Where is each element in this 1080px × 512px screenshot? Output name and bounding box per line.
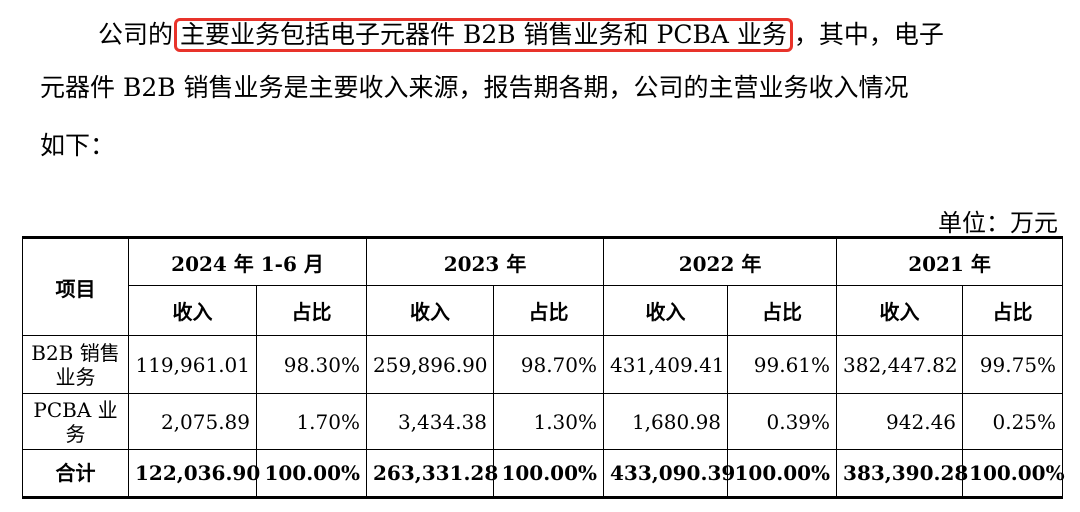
unit-label: 单位：万元 bbox=[938, 209, 1058, 237]
cell-income: 259,896.90 bbox=[366, 335, 494, 394]
cell-ratio: 0.39% bbox=[727, 393, 838, 450]
cell-income: 382,447.82 bbox=[836, 335, 964, 394]
total-ratio: 100.00% bbox=[962, 449, 1065, 498]
paragraph-line-1: 公司的 主要业务包括电子元器件 B2B 销售业务和 PCBA 业务 ，其中，电子 bbox=[40, 18, 1070, 52]
ratio-header: 占比 bbox=[492, 285, 605, 336]
ratio-header: 占比 bbox=[256, 285, 367, 336]
item-header: 项目 bbox=[22, 237, 129, 336]
total-ratio: 100.00% bbox=[256, 449, 367, 498]
cell-income: 431,409.41 bbox=[603, 335, 729, 394]
cell-ratio: 1.30% bbox=[492, 393, 605, 450]
cell-ratio: 98.70% bbox=[492, 335, 605, 394]
income-header: 收入 bbox=[128, 285, 257, 336]
paragraph-line-3: 如下： bbox=[40, 131, 116, 160]
table-header-row: 项目 2024 年 1-6 月 2023 年 2022 年 2021 年 bbox=[22, 237, 1064, 336]
total-income: 122,036.90 bbox=[128, 449, 260, 498]
table-row: B2B 销售业务 119,961.01 98.30% 259,896.90 98… bbox=[22, 335, 1064, 394]
cell-ratio: 0.25% bbox=[962, 393, 1064, 450]
ratio-header: 占比 bbox=[962, 285, 1064, 336]
cell-income: 3,434.38 bbox=[366, 393, 494, 450]
period-header: 2023 年 bbox=[365, 237, 605, 286]
period-header: 2022 年 bbox=[603, 237, 838, 286]
cell-income: 1,680.98 bbox=[603, 393, 729, 450]
total-income: 263,331.28 bbox=[366, 449, 498, 498]
row-label: B2B 销售业务 bbox=[22, 335, 129, 394]
cell-ratio: 99.61% bbox=[727, 335, 838, 394]
total-income: 383,390.28 bbox=[836, 449, 968, 498]
total-income: 433,090.39 bbox=[603, 449, 735, 498]
revenue-table: 项目 2024 年 1-6 月 2023 年 2022 年 2021 年 收入 … bbox=[22, 236, 1065, 499]
period-header: 2021 年 bbox=[836, 237, 1064, 286]
row-label: PCBA 业务 bbox=[22, 393, 129, 450]
table-total-row: 合计 122,036.90 100.00% 263,331.28 100.00%… bbox=[22, 449, 1065, 498]
table-row: PCBA 业务 2,075.89 1.70% 3,434.38 1.30% 1,… bbox=[22, 393, 1064, 450]
cell-ratio: 1.70% bbox=[256, 393, 367, 450]
paragraph-line-2: 元器件 B2B 销售业务是主要收入来源，报告期各期，公司的主营业务收入情况 bbox=[40, 73, 909, 102]
cell-income: 119,961.01 bbox=[128, 335, 257, 394]
highlighted-phrase: 主要业务包括电子元器件 B2B 销售业务和 PCBA 业务 bbox=[174, 18, 793, 52]
period-header: 2024 年 1-6 月 bbox=[128, 237, 367, 286]
cell-income: 2,075.89 bbox=[128, 393, 257, 450]
table-subheader-row: 收入 占比 收入 占比 收入 占比 收入 占比 bbox=[23, 285, 1064, 336]
income-header: 收入 bbox=[366, 285, 494, 336]
income-header: 收入 bbox=[603, 285, 729, 336]
paragraph-text-post: ，其中，电子 bbox=[793, 20, 944, 49]
income-header: 收入 bbox=[836, 285, 964, 336]
total-ratio: 100.00% bbox=[492, 449, 605, 498]
paragraph-text-pre: 公司的 bbox=[98, 20, 174, 49]
cell-income: 942.46 bbox=[836, 393, 964, 450]
cell-ratio: 98.30% bbox=[256, 335, 367, 394]
ratio-header: 占比 bbox=[727, 285, 838, 336]
total-ratio: 100.00% bbox=[727, 449, 838, 498]
cell-ratio: 99.75% bbox=[962, 335, 1064, 394]
total-label: 合计 bbox=[22, 449, 129, 498]
